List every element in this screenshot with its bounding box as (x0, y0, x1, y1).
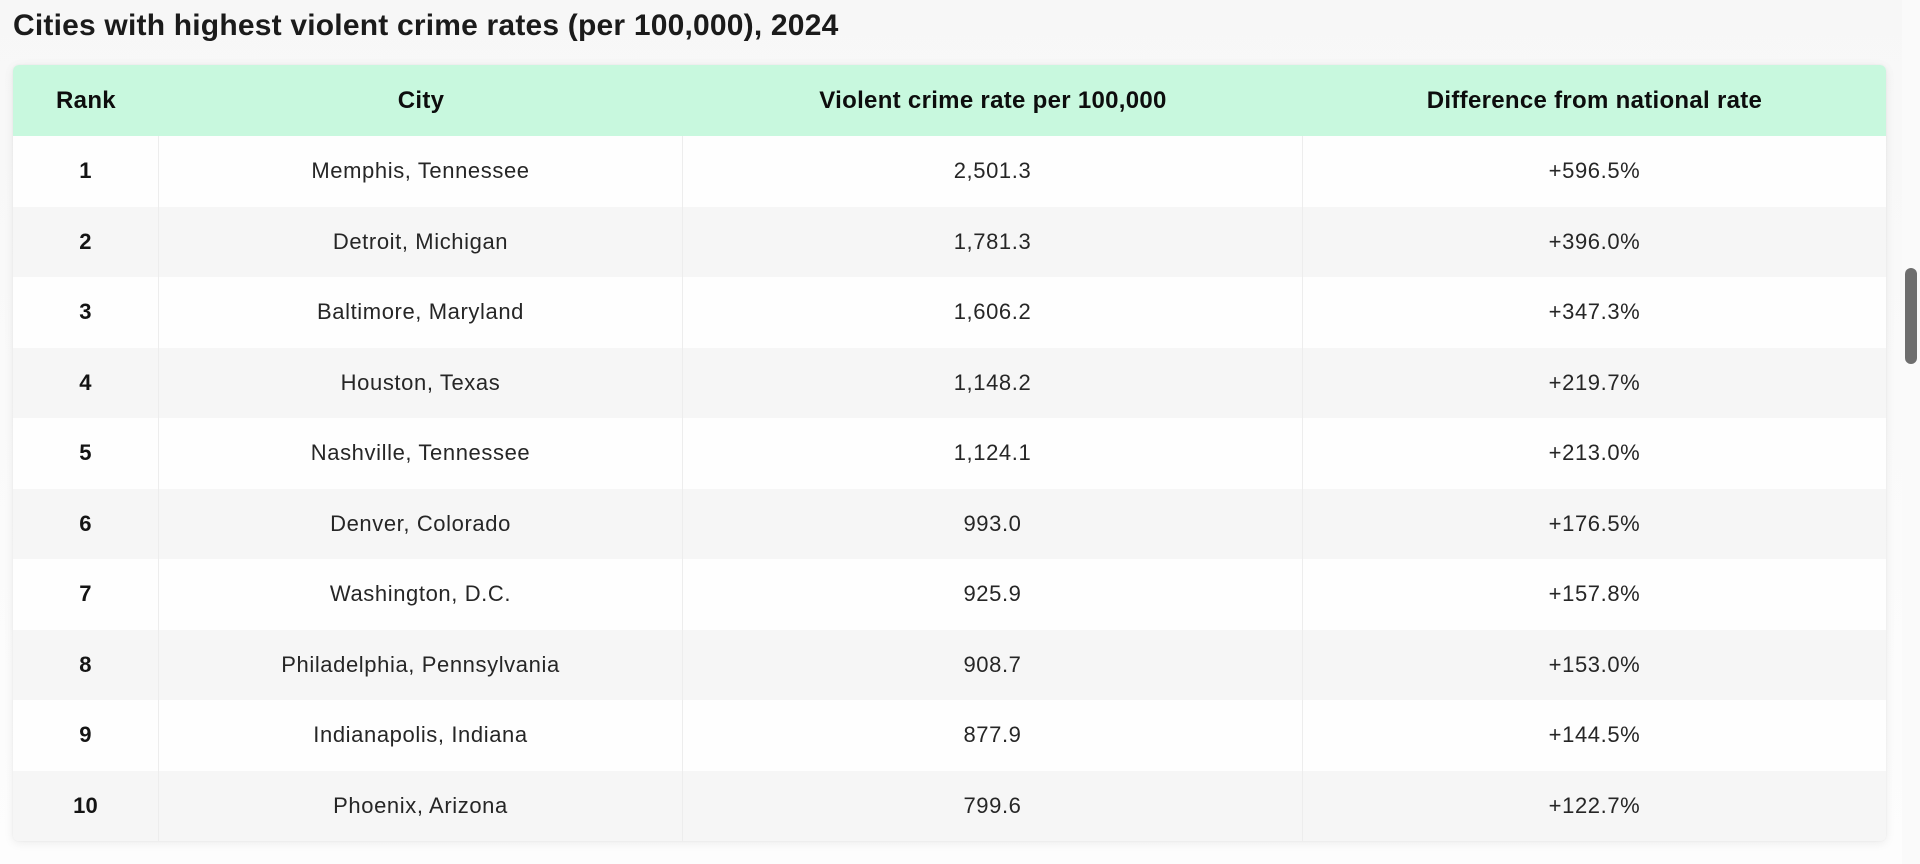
table-row: 5 Nashville, Tennessee 1,124.1 +213.0% (13, 418, 1886, 489)
cell-diff: +596.5% (1548, 158, 1641, 184)
cell-rank: 1 (13, 136, 159, 207)
cell-city: Nashville, Tennessee (159, 418, 683, 489)
cell-rank: 4 (13, 347, 159, 418)
page-title: Cities with highest violent crime rates … (13, 9, 839, 42)
cell-rate: 908.7 (683, 629, 1303, 700)
cell-city: Detroit, Michigan (159, 206, 683, 277)
cell-rate: 877.9 (683, 700, 1303, 771)
column-header-rank: Rank (56, 86, 116, 114)
cell-rate: 799.6 (683, 770, 1303, 841)
table-row: 9 Indianapolis, Indiana 877.9 +144.5% (13, 700, 1886, 771)
column-header-city: City (397, 86, 445, 114)
cell-rank: 2 (13, 206, 159, 277)
cell-rate: 1,124.1 (683, 418, 1303, 489)
cell-rank: 3 (13, 277, 159, 348)
cell-diff: +396.0% (1548, 228, 1641, 254)
table-body: 1 Memphis, Tennessee 2,501.3 +596.5% 2 Detroi… (13, 136, 1886, 841)
cell-rate: 1,148.2 (683, 347, 1303, 418)
cell-diff: +347.3% (1548, 299, 1641, 325)
cell-diff: +153.0% (1548, 651, 1641, 677)
cell-city: Indianapolis, Indiana (159, 700, 683, 771)
cell-rank: 6 (13, 488, 159, 559)
column-header-rate: Violent crime rate per 100,000 (819, 86, 1167, 114)
column-header-difference: Difference from national rate (1426, 86, 1763, 114)
cell-city: Denver, Colorado (159, 488, 683, 559)
cell-city: Phoenix, Arizona (159, 770, 683, 841)
cell-diff: +219.7% (1548, 369, 1641, 395)
cell-rank: 5 (13, 418, 159, 489)
cell-diff: +122.7% (1548, 792, 1641, 818)
cell-rank: 8 (13, 629, 159, 700)
table-row: 6 Denver, Colorado 993.0 +176.5% (13, 488, 1886, 559)
cell-city: Baltimore, Maryland (159, 277, 683, 348)
cell-rate: 993.0 (683, 488, 1303, 559)
crime-rates-table: Rank City Violent crime rate per 100,000… (13, 65, 1886, 841)
scrollbar-track[interactable] (1902, 0, 1920, 864)
cell-rate: 1,606.2 (683, 277, 1303, 348)
cell-rank: 7 (13, 559, 159, 630)
cell-rank: 10 (13, 770, 159, 841)
cell-rate: 1,781.3 (683, 206, 1303, 277)
cell-city: Memphis, Tennessee (159, 136, 683, 207)
table-row: 4 Houston, Texas 1,148.2 +219.7% (13, 347, 1886, 418)
cell-diff: +157.8% (1548, 581, 1641, 607)
cell-rate: 925.9 (683, 559, 1303, 630)
table-row: 2 Detroit, Michigan 1,781.3 +396.0% (13, 206, 1886, 277)
table-header-row: Rank City Violent crime rate per 100,000… (13, 65, 1886, 136)
cell-city: Washington, D.C. (159, 559, 683, 630)
table-row: 7 Washington, D.C. 925.9 +157.8% (13, 559, 1886, 630)
cell-rate: 2,501.3 (683, 136, 1303, 207)
cell-diff: +176.5% (1548, 510, 1641, 536)
cell-city: Philadelphia, Pennsylvania (159, 629, 683, 700)
table-row: 1 Memphis, Tennessee 2,501.3 +596.5% (13, 136, 1886, 207)
table-row: 10 Phoenix, Arizona 799.6 +122.7% (13, 770, 1886, 841)
cell-diff: +213.0% (1548, 440, 1641, 466)
cell-city: Houston, Texas (159, 347, 683, 418)
scrollbar-thumb[interactable] (1905, 268, 1917, 364)
cell-diff: +144.5% (1548, 722, 1641, 748)
cell-rank: 9 (13, 700, 159, 771)
table-row: 8 Philadelphia, Pennsylvania 908.7 +153.0% (13, 629, 1886, 700)
table-row: 3 Baltimore, Maryland 1,606.2 +347.3% (13, 277, 1886, 348)
